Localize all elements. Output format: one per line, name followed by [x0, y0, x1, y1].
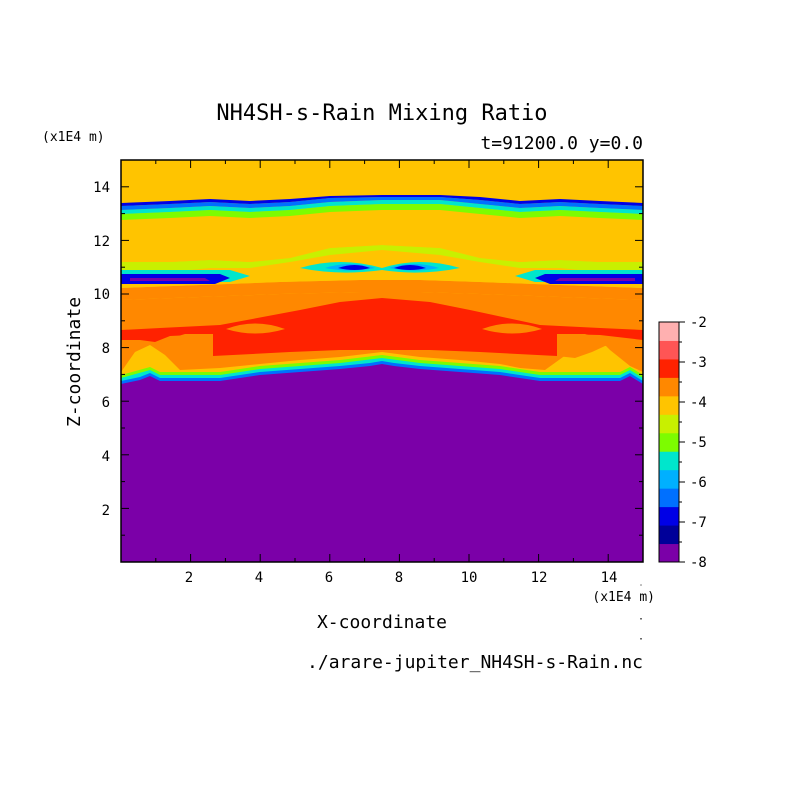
colorbar-swatch — [659, 322, 679, 341]
colorbar-swatch — [659, 543, 679, 563]
colorbar-label: -3 — [690, 355, 707, 371]
band-orange-upper — [121, 280, 643, 300]
plot-frame — [120, 159, 644, 563]
colorbar-swatch — [659, 506, 679, 526]
colorbar-labels: -2 -3 -4 -5 -6 -7 -8 — [690, 315, 707, 571]
purple-lens-left-core — [130, 278, 210, 281]
colorbar-swatch — [659, 358, 679, 378]
x-tick-label: 8 — [395, 570, 403, 586]
y-tick-label: 14 — [93, 180, 110, 196]
y-tick-label: 6 — [102, 395, 110, 411]
decorative-dot: · — [638, 614, 644, 625]
y-tick-label: 2 — [102, 503, 110, 519]
colorbar-label: -7 — [690, 515, 707, 531]
colorbar-swatch — [659, 469, 679, 489]
center-lens-core — [338, 265, 426, 270]
x-tick-labels: 2 4 6 8 10 12 14 — [185, 570, 618, 586]
colorbar-swatch — [659, 488, 679, 508]
colorbar-label: -4 — [690, 395, 707, 411]
band-red — [121, 298, 643, 356]
colorbar-label: -5 — [690, 435, 707, 451]
band-darkblue-top — [121, 195, 643, 206]
source-filename: ./arare-jupiter_NH4SH-s-Rain.nc — [307, 652, 643, 673]
orange-lens-right — [482, 323, 542, 334]
band-green-top — [121, 204, 643, 220]
axis-ticks — [121, 160, 643, 562]
colorbar-label: -8 — [690, 555, 707, 571]
colorbar-label: -2 — [690, 315, 707, 331]
y-tick-label: 12 — [93, 234, 110, 250]
y-tick-labels: 2 4 6 8 10 12 14 — [93, 180, 110, 519]
band-cyan-top — [121, 200, 643, 214]
y-tick-label: 4 — [102, 449, 110, 465]
plot-area — [120, 159, 644, 563]
colorbar-label: -6 — [690, 475, 707, 491]
x-tick-label: 6 — [325, 570, 333, 586]
y-tick-label: 10 — [93, 287, 110, 303]
x-axis-label: X-coordinate — [317, 612, 447, 633]
colorbar-swatch — [659, 432, 679, 452]
band-green-upper — [121, 245, 643, 272]
y-tick-label: 8 — [102, 341, 110, 357]
colorbar-swatch — [659, 451, 679, 471]
colorbar-swatch — [659, 395, 679, 415]
decorative-dot: · — [638, 634, 644, 645]
x-tick-label: 14 — [601, 570, 618, 586]
x-tick-label: 4 — [255, 570, 263, 586]
band-yellow-top — [121, 210, 643, 262]
x-tick-label: 10 — [461, 570, 478, 586]
y-unit-label: (x1E4 m) — [42, 130, 105, 145]
red-right-notch — [557, 334, 620, 358]
chart-subtitle: t=91200.0 y=0.0 — [480, 133, 643, 154]
purple-lens-right-core — [555, 278, 635, 281]
band-blue-top — [121, 197, 643, 210]
orange-lens-left — [226, 323, 285, 334]
x-unit-label: (x1E4 m) — [592, 590, 655, 605]
x-tick-label: 12 — [531, 570, 548, 586]
decorative-dot: ˙ — [638, 584, 644, 595]
colorbar-swatch — [659, 525, 679, 545]
colorbar — [658, 321, 685, 563]
colorbar-swatch — [659, 340, 679, 360]
chart-title: NH4SH-s-Rain Mixing Ratio — [216, 101, 547, 126]
x-tick-label: 2 — [185, 570, 193, 586]
red-left-notch — [150, 334, 213, 358]
colorbar-swatch — [659, 377, 679, 397]
y-axis-label: Z-coordinate — [64, 297, 85, 427]
colorbar-swatch — [659, 414, 679, 434]
